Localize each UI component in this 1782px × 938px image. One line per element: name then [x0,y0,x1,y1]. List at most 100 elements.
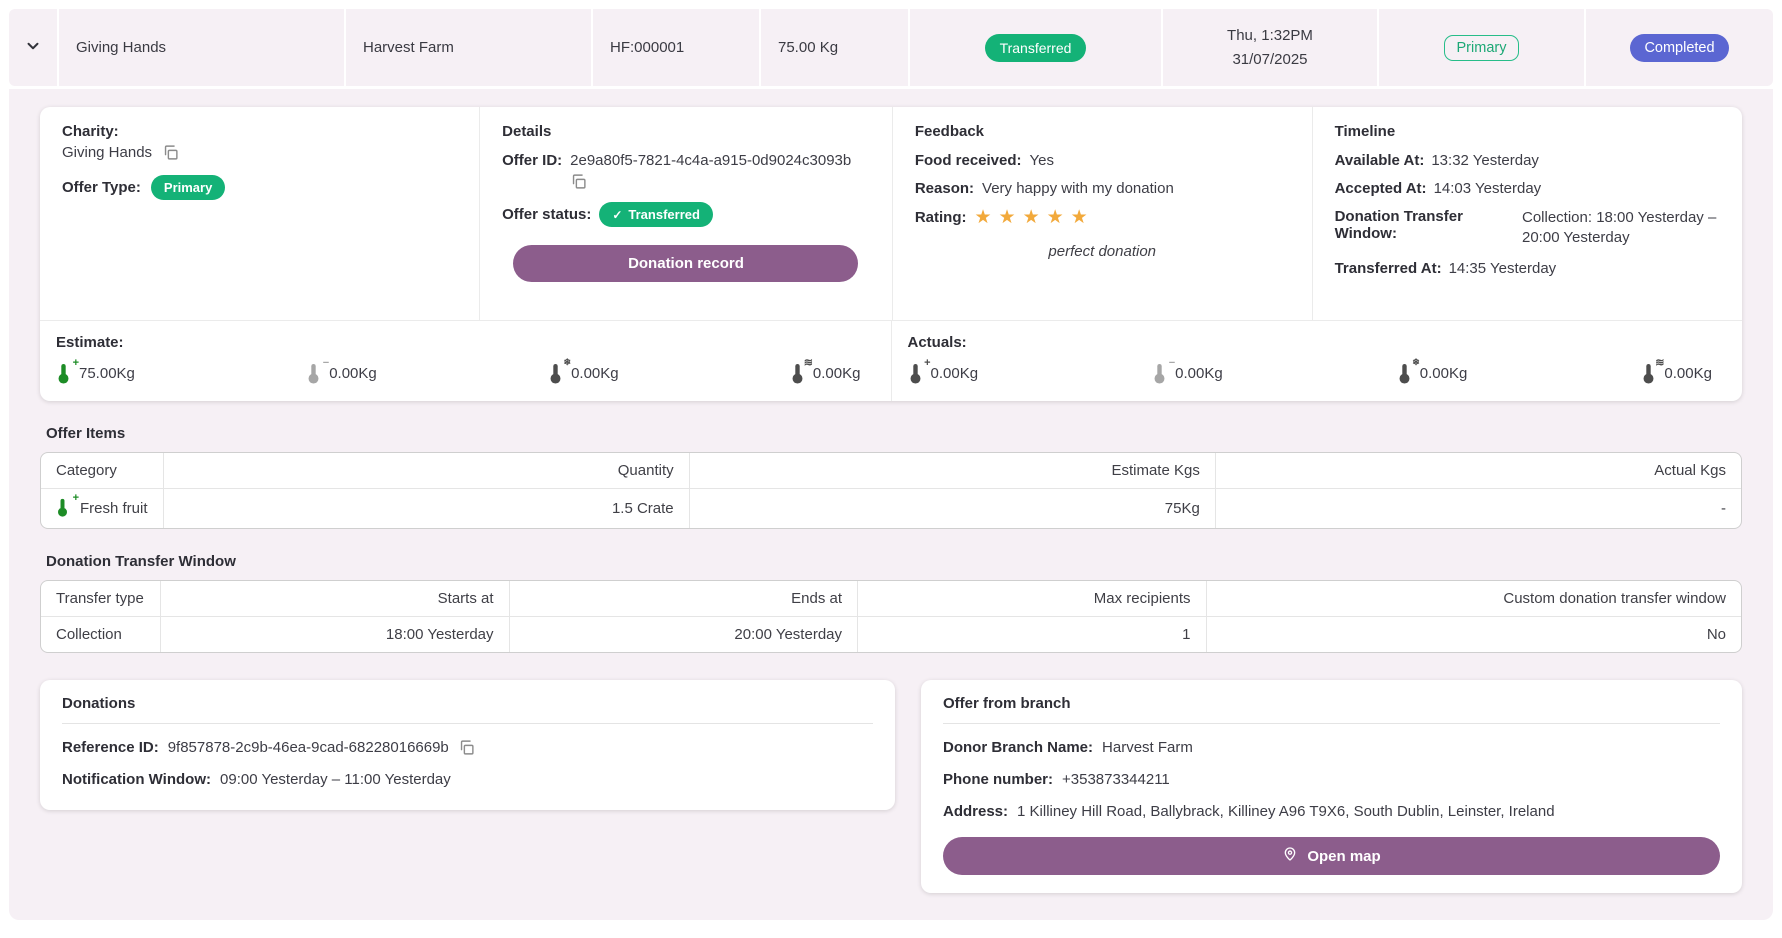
feedback-comment: perfect donation [1048,243,1156,260]
copy-icon [570,174,587,193]
copy-offer-id-button[interactable] [570,173,587,190]
phone-number-label: Phone number: [943,771,1054,788]
summary-offer-type-cell: Primary [1379,9,1584,86]
reference-id-label: Reference ID: [62,739,159,756]
chevron-down-icon[interactable] [24,37,42,59]
offer-items-table: Category Quantity Estimate Kgs Actual Kg… [40,452,1742,529]
window-starts: 18:00 Yesterday [160,616,509,652]
charity-label: Charity: [62,123,119,140]
window-max: 1 [857,616,1206,652]
actuals-section: Actuals: + 0.00Kg − 0.00 [892,321,1743,401]
chilled-thermometer-icon: − [1152,358,1175,384]
branch-card-title: Offer from branch [943,695,1720,724]
estimate-ambient: + 75.00Kg [56,358,135,384]
hot-thermometer-icon: ≋ [1641,358,1664,384]
transfer-window-table: Transfer type Starts at Ends at Max reci… [40,580,1742,653]
summary-branch: Harvest Farm [363,39,454,56]
summary-weight-cell: 75.00 Kg [761,9,908,86]
copy-reference-id-button[interactable] [458,739,475,756]
offer-from-branch-card: Offer from branch Donor Branch Name: Har… [921,680,1742,893]
donations-card: Donations Reference ID: 9f857878-2c9b-46… [40,680,895,810]
transferred-at-value: 14:35 Yesterday [1448,259,1557,277]
col-custom-window: Custom donation transfer window [1205,581,1742,616]
ambient-thermometer-icon: + [56,358,79,384]
offer-id-label: Offer ID: [502,152,563,169]
offer-status-label: Offer status: [502,206,592,223]
status-badge: Transferred [984,33,1087,62]
feedback-title: Feedback [914,123,985,140]
frozen-thermometer-icon: ❄ [1397,358,1420,384]
notification-window-value: 09:00 Yesterday – 11:00 Yesterday [220,771,451,788]
offer-detail-card: Charity: Giving Hands Offer Type: Primar… [40,107,1742,401]
summary-charity: Giving Hands [76,39,167,56]
summary-completion-cell: Completed [1586,9,1773,86]
summary-charity-cell: Giving Hands [59,9,344,86]
offer-status-badge: ✓ Transferred [599,202,713,227]
reference-id-value: 9f857878-2c9b-46ea-9cad-68228016669b [167,739,449,756]
estimate-chilled: − 0.00Kg [306,358,377,384]
summary-datetime-cell: Thu, 1:32PM 31/07/2025 [1163,9,1377,86]
rating-stars-icon: ★★★★★ [974,207,1095,228]
col-estimate-kgs: Estimate Kgs [688,453,1215,488]
summary-reference: HF:000001 [610,39,685,56]
phone-number-value: +353873344211 [1062,771,1170,788]
donor-branch-name-value: Harvest Farm [1102,739,1193,756]
notification-window-label: Notification Window: [62,771,212,788]
copy-icon [162,145,179,164]
rating-label: Rating: [914,209,967,226]
col-category: Category [56,462,117,479]
feedback-column: Feedback Food received: Yes Reason: Very… [891,107,1312,320]
item-estimate: 75Kg [688,488,1215,528]
ambient-thermometer-icon: + [908,358,931,384]
col-max-recipients: Max recipients [857,581,1206,616]
open-map-button[interactable]: Open map [943,837,1720,875]
summary-datetime-time: Thu, 1:32PM [1227,27,1313,45]
transfer-window-title: Donation Transfer Window [46,553,236,570]
details-title: Details [502,123,552,140]
col-starts-at: Starts at [160,581,509,616]
item-quantity: 1.5 Crate [162,488,689,528]
offer-summary-row[interactable]: Giving Hands Harvest Farm HF:000001 75.0… [9,9,1773,86]
col-quantity: Quantity [162,453,689,488]
summary-weight: 75.00 Kg [778,39,839,56]
accepted-at-value: 14:03 Yesterday [1433,180,1542,197]
window-type: Collection [41,616,160,652]
estimate-section: Estimate: + 75.00Kg − 0. [40,321,892,401]
offer-detail-panel: Charity: Giving Hands Offer Type: Primar… [9,89,1773,920]
actuals-hot: ≋ 0.00Kg [1641,358,1712,384]
chilled-thermometer-icon: − [306,358,329,384]
offer-type-badge: Primary [1443,34,1520,61]
offer-type-label: Offer Type: [62,179,141,196]
transfer-window-value: Collection: 18:00 Yesterday – 20:00 Yest… [1522,209,1717,247]
col-actual-kgs: Actual Kgs [1214,453,1741,488]
copy-charity-name-button[interactable] [162,144,179,161]
summary-datetime-date: 31/07/2025 [1232,50,1308,68]
ambient-thermometer-icon: + [56,493,79,519]
address-label: Address: [943,803,1009,820]
food-received-value: Yes [1029,152,1055,169]
table-row: Collection 18:00 Yesterday 20:00 Yesterd… [41,616,1741,652]
available-at-value: 13:32 Yesterday [1431,152,1539,169]
donation-record-button[interactable]: Donation record [513,245,859,282]
transfer-window-header-row: Transfer type Starts at Ends at Max reci… [41,581,1741,616]
offer-type-primary-badge: Primary [150,175,226,200]
details-column: Details Offer ID: 2e9a80f5-7821-4c4a-a91… [479,107,892,320]
item-actual: - [1214,488,1741,528]
available-at-label: Available At: [1334,152,1425,169]
map-pin-icon [1282,846,1298,866]
copy-icon [458,740,475,759]
food-received-label: Food received: [914,152,1022,169]
timeline-title: Timeline [1334,123,1396,140]
window-custom: No [1205,616,1741,652]
summary-status-cell: Transferred [910,9,1161,86]
timeline-column: Timeline Available At: 13:32 Yesterday A… [1311,107,1742,320]
estimate-hot: ≋ 0.00Kg [790,358,860,384]
donor-branch-name-label: Donor Branch Name: [943,739,1094,756]
item-category: Fresh fruit [80,500,148,517]
offer-items-header-row: Category Quantity Estimate Kgs Actual Kg… [41,453,1741,488]
reason-label: Reason: [914,180,975,197]
table-row: + Fresh fruit 1.5 Crate 75Kg - [41,488,1741,528]
charity-name: Giving Hands [62,144,153,161]
expand-collapse-cell[interactable] [9,9,57,86]
summary-reference-cell: HF:000001 [593,9,759,86]
